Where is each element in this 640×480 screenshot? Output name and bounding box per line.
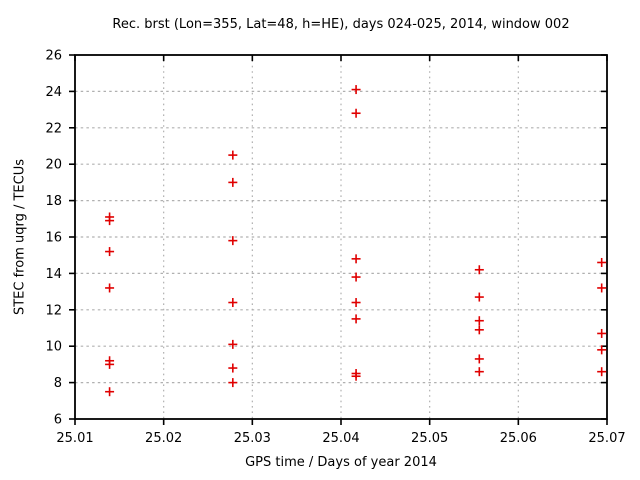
x-tick-label: 25.03 <box>234 431 271 446</box>
y-tick-label: 16 <box>45 231 62 246</box>
x-tick-label: 25.05 <box>411 431 448 446</box>
y-tick-label: 10 <box>45 340 62 355</box>
y-tick-label: 20 <box>45 158 62 173</box>
x-tick-label: 25.04 <box>322 431 359 446</box>
y-tick-label: 6 <box>54 413 62 428</box>
x-tick-label: 25.01 <box>56 431 93 446</box>
x-tick-label: 25.07 <box>588 431 625 446</box>
y-tick-label: 24 <box>45 85 62 100</box>
y-tick-label: 22 <box>45 121 62 136</box>
y-tick-label: 26 <box>45 49 62 64</box>
y-tick-label: 18 <box>45 194 62 209</box>
y-tick-label: 12 <box>45 303 62 318</box>
x-axis-label: GPS time / Days of year 2014 <box>245 455 437 470</box>
chart-title: Rec. brst (Lon=355, Lat=48, h=HE), days … <box>112 17 570 32</box>
y-axis-label: STEC from uqrg / TECUs <box>12 158 28 316</box>
x-tick-label: 25.02 <box>145 431 182 446</box>
y-tick-label: 14 <box>45 267 62 282</box>
y-tick-label: 8 <box>54 376 62 391</box>
x-tick-label: 25.06 <box>500 431 537 446</box>
